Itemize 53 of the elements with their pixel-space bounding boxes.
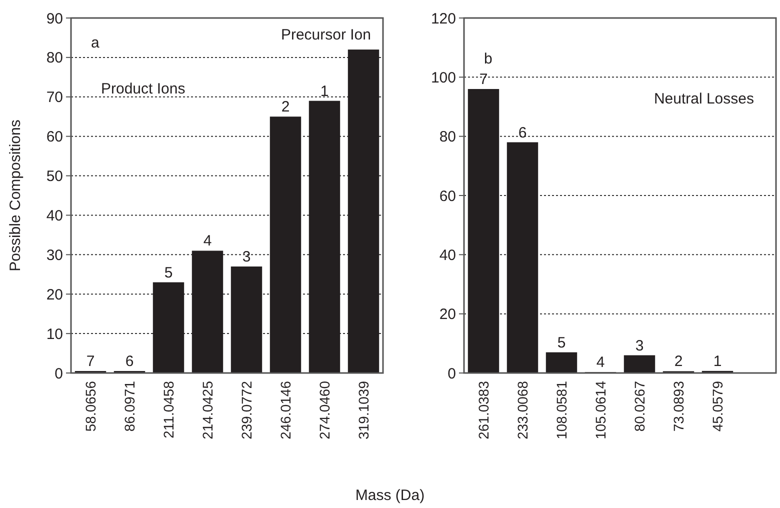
x-tick-label: 214.0425 — [199, 380, 216, 440]
y-axis-title: Possible Compositions — [7, 120, 24, 272]
annotation: a — [91, 34, 100, 52]
annotation: b — [484, 50, 492, 68]
annotation: 4 — [596, 354, 605, 372]
x-axis-title: Mass (Da) — [355, 487, 425, 504]
annotation: 2 — [674, 353, 683, 370]
x-tick-label: 58.0656 — [82, 380, 98, 432]
annotation: Neutral Losses — [654, 90, 754, 108]
y-tick-label: 30 — [46, 246, 63, 264]
x-tick-label: 319.1039 — [355, 380, 372, 440]
annotation: 5 — [164, 264, 173, 282]
x-tick-label: 73.0893 — [670, 380, 686, 432]
annotation: Product Ions — [101, 80, 186, 98]
annotation: 7 — [86, 353, 95, 370]
y-tick-label: 0 — [448, 365, 456, 382]
annotation: 5 — [557, 334, 566, 352]
y-tick-label: 50 — [46, 168, 63, 186]
x-tick-label: 80.0267 — [631, 380, 648, 432]
x-tick-label: 45.0579 — [709, 380, 726, 432]
annotation: 6 — [518, 124, 527, 142]
annotation: 6 — [125, 353, 134, 370]
annotation: 7 — [479, 71, 488, 88]
x-tick-label: 86.0971 — [121, 380, 138, 432]
y-tick-label: 20 — [46, 286, 63, 304]
x-tick-label: 105.0614 — [592, 380, 608, 440]
y-tick-label: 40 — [46, 207, 63, 224]
annotation: 4 — [203, 232, 212, 250]
y-tick-label: 40 — [439, 246, 456, 264]
y-tick-label: 120 — [430, 10, 456, 28]
x-tick-label: 211.0458 — [160, 380, 176, 438]
y-tick-label: 80 — [439, 128, 456, 146]
y-tick-label: 100 — [430, 69, 456, 86]
y-tick-label: 60 — [46, 128, 63, 146]
x-tick-label: 274.0460 — [316, 380, 332, 440]
annotation: 3 — [635, 337, 644, 354]
x-tick-label: 261.0383 — [475, 380, 492, 440]
y-tick-label: 90 — [46, 10, 63, 28]
annotation: 1 — [713, 352, 722, 370]
annotation: Precursor Ion — [280, 26, 371, 44]
y-tick-label: 0 — [54, 365, 63, 382]
annotation: 3 — [242, 248, 251, 266]
y-tick-label: 20 — [439, 306, 456, 324]
y-tick-label: 10 — [46, 326, 63, 343]
x-tick-label: 239.0772 — [238, 380, 254, 440]
x-tick-label: 246.0146 — [277, 380, 294, 440]
y-tick-label: 70 — [46, 89, 63, 106]
x-tick-label: 108.0581 — [553, 380, 570, 440]
y-tick-label: 80 — [46, 50, 63, 67]
x-tick-label: 233.0068 — [514, 380, 530, 440]
annotation: 1 — [320, 82, 329, 100]
annotation: 2 — [281, 98, 290, 116]
y-tick-label: 60 — [439, 188, 456, 205]
